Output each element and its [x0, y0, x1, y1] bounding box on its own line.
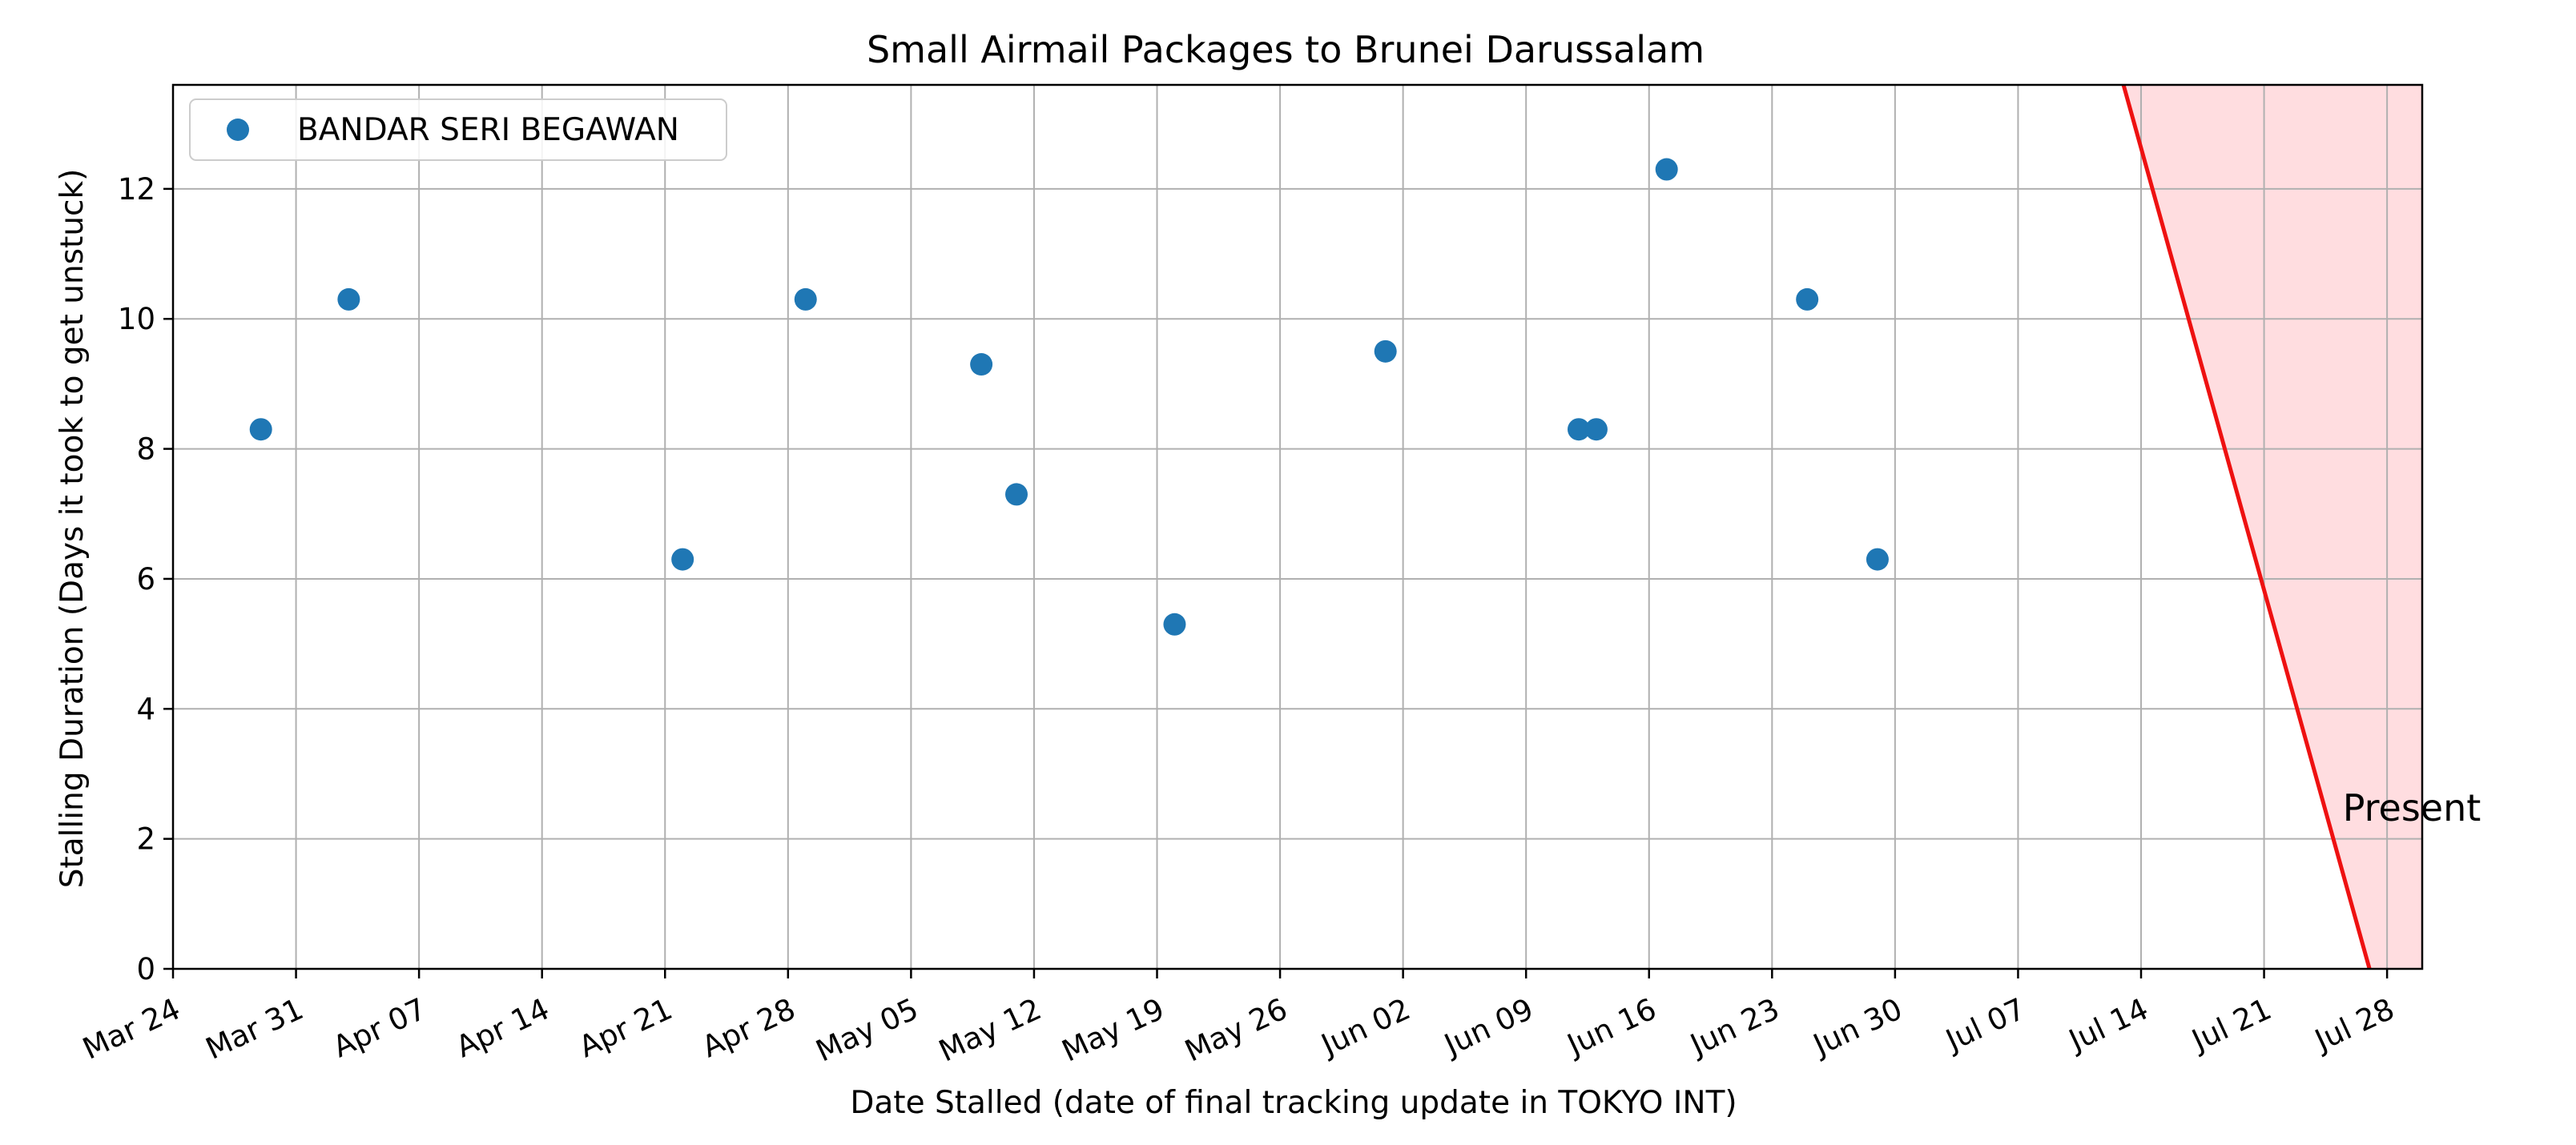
data-point — [1163, 613, 1186, 636]
x-axis-label: Date Stalled (date of final tracking upd… — [850, 1085, 1737, 1121]
y-tick-label: 12 — [118, 172, 155, 207]
data-point — [1005, 483, 1028, 506]
y-axis-label: Stalling Duration (Days it took to get u… — [54, 169, 91, 889]
y-axis-ticks: 0 2 4 6 8 10 12 — [118, 172, 173, 986]
data-point — [1568, 418, 1590, 441]
present-shaded-region — [2123, 85, 2422, 969]
data-point — [671, 548, 694, 571]
legend-label: BANDAR SERI BEGAWAN — [297, 112, 679, 148]
scatter-points — [249, 158, 1889, 636]
legend-marker — [227, 119, 249, 141]
data-point — [970, 353, 993, 376]
chart-title: Small Airmail Packages to Brunei Darussa… — [867, 28, 1705, 71]
data-point — [1866, 548, 1889, 571]
plot-frame — [171, 83, 2424, 970]
present-label: Present — [2343, 786, 2481, 830]
legend: BANDAR SERI BEGAWAN — [189, 98, 727, 161]
present-line — [2121, 84, 2372, 970]
present-line-layer — [2121, 84, 2372, 970]
data-point — [1796, 287, 1819, 311]
data-point — [337, 287, 360, 311]
data-point — [794, 287, 817, 311]
y-tick-label: 2 — [136, 822, 155, 857]
legend-box — [189, 98, 727, 161]
data-point — [249, 418, 272, 441]
y-tick-label: 0 — [136, 952, 155, 986]
data-point — [1655, 158, 1678, 181]
data-point — [1374, 339, 1397, 363]
present-region-fill — [2123, 85, 2422, 969]
y-tick-label: 10 — [118, 302, 155, 336]
y-tick-label: 6 — [136, 562, 155, 597]
y-tick-label: 8 — [136, 432, 155, 467]
y-tick-label: 4 — [136, 692, 155, 726]
data-point — [1584, 418, 1608, 441]
